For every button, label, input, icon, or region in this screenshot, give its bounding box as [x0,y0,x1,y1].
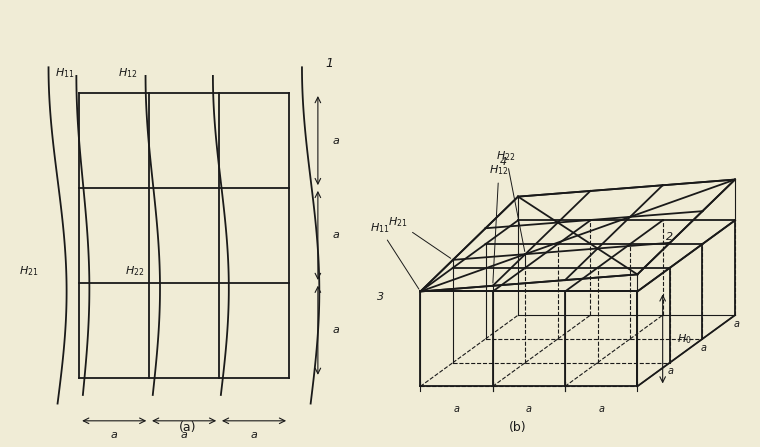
Text: $H_{22}$: $H_{22}$ [496,149,524,252]
Text: a: a [332,325,339,335]
Text: a: a [111,430,118,440]
Text: 4: 4 [500,157,507,167]
Text: a: a [332,231,339,240]
Text: 3: 3 [377,292,384,302]
Text: a: a [668,367,674,376]
Text: a: a [454,404,460,414]
Text: $H_{12}$: $H_{12}$ [489,164,508,283]
Text: $H_{21}$: $H_{21}$ [388,215,451,258]
Text: $H_{11}$: $H_{11}$ [55,66,74,80]
Text: (b): (b) [509,421,527,434]
Text: a: a [598,404,604,414]
Text: $H_{11}$: $H_{11}$ [370,221,419,289]
Text: a: a [251,430,258,440]
Text: a: a [181,430,188,440]
Text: a: a [526,404,532,414]
Text: a: a [733,319,739,329]
Text: (a): (a) [179,421,197,434]
Text: 1: 1 [325,57,333,70]
Text: $H_{22}$: $H_{22}$ [125,264,144,278]
Text: a: a [332,135,339,146]
Text: 2: 2 [667,232,673,242]
Text: a: a [701,343,707,353]
Text: $H_{21}$: $H_{21}$ [19,264,39,278]
Text: $H_0$: $H_0$ [677,332,692,346]
Text: $H_{12}$: $H_{12}$ [118,66,138,80]
